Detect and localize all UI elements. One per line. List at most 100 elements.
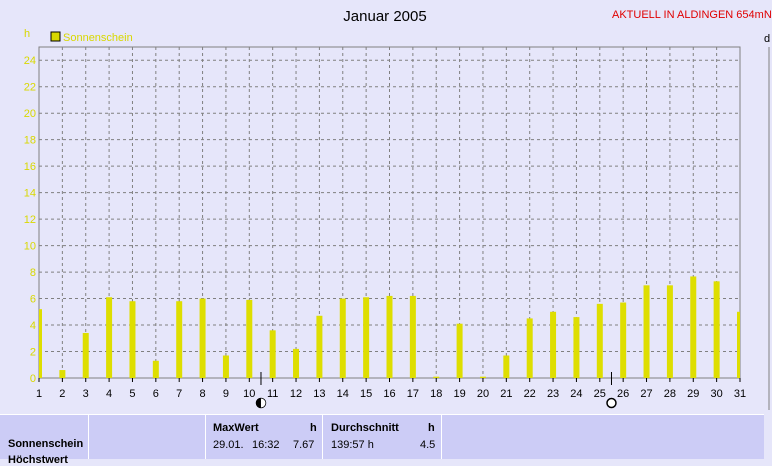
chart-title: Januar 2005 [343, 8, 426, 25]
x-tick-label: 19 [453, 388, 465, 400]
x-tick-label: 1 [36, 388, 42, 400]
bar-day-22 [526, 318, 533, 378]
bar-day-28 [666, 285, 673, 378]
x-tick-label: 20 [477, 388, 489, 400]
x-tick-label: 10 [243, 388, 255, 400]
y-tick-label: 12 [24, 214, 36, 226]
x-tick-label: 29 [687, 388, 699, 400]
x-tick-label: 28 [664, 388, 676, 400]
bar-day-6 [152, 360, 159, 378]
stats-max-date: 29.01. [213, 439, 244, 451]
y-tick-label: 10 [24, 241, 36, 253]
bar-day-7 [176, 301, 183, 378]
y-tick-label: 2 [30, 347, 36, 359]
full-moon-icon [606, 397, 617, 409]
bar-day-9 [222, 355, 229, 378]
bar-day-1 [39, 309, 42, 378]
x-tick-label: 7 [176, 388, 182, 400]
bar-day-30 [713, 281, 720, 378]
bars-group [39, 276, 740, 378]
x-tick-label: 6 [153, 388, 159, 400]
bar-day-15 [363, 297, 370, 378]
x-tick-label: 12 [290, 388, 302, 400]
y-tick-label: 0 [30, 373, 36, 385]
stats-row-label-cut: Höchstwert [8, 454, 68, 466]
y-tick-label: 4 [30, 320, 36, 332]
stats-max-value: 7.67 [293, 439, 315, 451]
station-label: AKTUELL IN ALDINGEN 654mNN [612, 9, 772, 21]
x-tick-label: 21 [500, 388, 512, 400]
bar-day-16 [386, 295, 393, 378]
bar-day-31 [737, 311, 740, 378]
bar-day-11 [269, 330, 276, 378]
x-tick-label: 14 [337, 388, 349, 400]
x-tick-label: 31 [734, 388, 746, 400]
bar-day-2 [59, 370, 66, 378]
stats-rest-cell [441, 415, 764, 459]
x-tick-label: 22 [524, 388, 536, 400]
x-tick-label: 9 [223, 388, 229, 400]
x-tick-label: 16 [383, 388, 395, 400]
y-tick-label: 14 [24, 188, 36, 200]
x-tick-label: 23 [547, 388, 559, 400]
stats-row-label: Sonnenschein [8, 438, 84, 450]
y-tick-label: 20 [24, 108, 36, 120]
bar-day-19 [456, 323, 463, 378]
stats-empty-cell [88, 415, 205, 459]
bar-day-14 [339, 298, 346, 378]
bar-day-18 [433, 376, 440, 378]
x-tick-label: 18 [430, 388, 442, 400]
stats-max-cell: MaxWert h 29.01. 16:32 7.67 [205, 415, 322, 459]
x-tick-label: 17 [407, 388, 419, 400]
y-tick-label: 8 [30, 267, 36, 279]
x-tick-label: 24 [570, 388, 582, 400]
bar-day-12 [293, 348, 300, 378]
stats-max-time: 16:32 [252, 439, 280, 451]
legend-swatch [50, 31, 61, 42]
bar-day-8 [199, 298, 206, 378]
bar-day-20 [479, 376, 486, 378]
stats-avg-value: 4.5 [420, 439, 436, 451]
bar-day-23 [550, 311, 557, 378]
bar-day-24 [573, 317, 580, 378]
bar-day-21 [503, 355, 510, 378]
bar-day-27 [643, 285, 650, 378]
bar-day-25 [596, 303, 603, 378]
x-tick-label: 3 [83, 388, 89, 400]
x-tick-label: 27 [640, 388, 652, 400]
y-tick-label: 24 [24, 55, 36, 67]
grid-lines [39, 47, 740, 378]
y-axis-unit: h [24, 28, 30, 40]
legend-label: Sonnenschein [63, 32, 133, 44]
stats-avg-total: 139:57 h [331, 439, 374, 451]
y-tick-label: 6 [30, 294, 36, 306]
sunshine-chart: Januar 2005 AKTUELL IN ALDINGEN 654mNN d… [24, 8, 772, 410]
right-axis-label: d [764, 33, 770, 45]
bar-day-29 [690, 276, 697, 378]
y-tick-label: 16 [24, 161, 36, 173]
stats-avg-header: Durchschnitt [331, 422, 399, 434]
stats-max-header: MaxWert [213, 422, 259, 434]
x-tick-labels: 1 2 3 4 5 6 7 8 9 10 11 12 13 14 15 16 17 18 19 20 21 22 23 24 2… [36, 378, 746, 400]
y-tick-label: 22 [24, 82, 36, 94]
x-tick-label: 2 [59, 388, 65, 400]
bar-day-26 [620, 302, 627, 378]
y-tick-label: 18 [24, 135, 36, 147]
x-tick-label: 8 [200, 388, 206, 400]
stats-label-cell: Sonnenschein Höchstwert [0, 415, 87, 466]
new-moon-highlight [260, 398, 266, 408]
bar-day-3 [82, 332, 89, 378]
x-tick-label: 5 [129, 388, 135, 400]
bar-day-5 [129, 301, 136, 378]
bar-day-10 [246, 299, 253, 378]
bar-day-4 [106, 297, 113, 378]
x-tick-label: 11 [267, 388, 278, 400]
moon-phase-markers [255, 372, 617, 409]
x-tick-label: 25 [594, 388, 606, 400]
statistics-bar: Sonnenschein Höchstwert MaxWert h 29.01.… [0, 414, 764, 466]
stats-max-unit: h [310, 422, 317, 434]
x-tick-label: 30 [711, 388, 723, 400]
x-tick-label: 15 [360, 388, 372, 400]
x-tick-label: 4 [106, 388, 112, 400]
